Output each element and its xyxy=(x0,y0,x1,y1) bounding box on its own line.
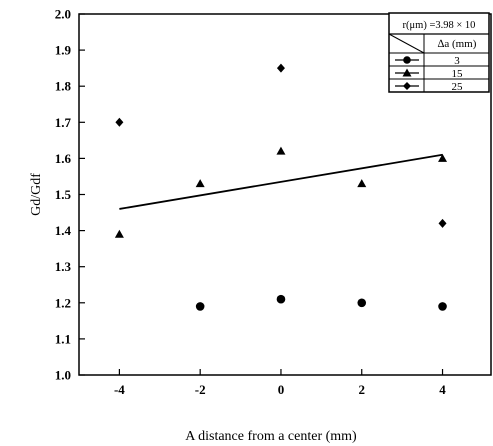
legend-entry-15: 15 xyxy=(452,68,464,80)
x-tick-label: 2 xyxy=(358,382,365,397)
trendline xyxy=(119,153,443,210)
data-point-circle-3 xyxy=(357,298,367,308)
y-tick-label: 1.1 xyxy=(55,331,71,346)
data-point-triangle-15 xyxy=(114,229,124,238)
data-point-circle-3 xyxy=(195,302,205,311)
data-point-triangle-15 xyxy=(357,179,367,188)
data-point-circle-3 xyxy=(276,294,286,304)
x-tick-label: -4 xyxy=(114,382,125,397)
data-point-diamond-25 xyxy=(438,218,447,228)
legend-entry-3: 3 xyxy=(454,55,460,67)
y-axis-label: Gd/Gdf xyxy=(29,173,44,216)
y-tick-label: 1.9 xyxy=(55,43,72,58)
y-tick-label: 1.3 xyxy=(55,259,72,274)
data-point-diamond-25 xyxy=(276,63,285,73)
y-tick-label: 1.4 xyxy=(55,223,72,238)
data-point-circle-3 xyxy=(438,302,447,311)
y-tick-label: 1.8 xyxy=(55,79,72,94)
data-point-triangle-15 xyxy=(195,179,205,188)
legend-marker-triangle xyxy=(395,68,419,77)
y-tick-label: 1.7 xyxy=(55,115,72,130)
x-tick-label: 0 xyxy=(278,382,285,397)
x-tick-label: -2 xyxy=(195,382,206,397)
legend: r(μm) =3.98 × 10 ∆a (mm) 3 15 25 xyxy=(388,12,490,93)
legend-entry-25: 25 xyxy=(452,81,464,93)
legend-marker-circle xyxy=(395,56,419,64)
y-tick-label: 1.6 xyxy=(55,151,72,166)
ticks: 1.0 1.1 1.2 1.3 1.4 1.5 1.6 1.7 1.8 1.9 2.0 -4 -2 0 2 4 xyxy=(55,7,447,398)
y-tick-label: 1.2 xyxy=(55,295,71,310)
data-point-diamond-25 xyxy=(115,117,124,127)
x-tick-label: 4 xyxy=(439,382,446,397)
legend-header: r(μm) =3.98 × 10 xyxy=(403,20,476,31)
legend-marker-diamond xyxy=(395,82,419,90)
data-point-triangle-15 xyxy=(276,146,286,155)
y-tick-label: 1.0 xyxy=(55,368,71,383)
data-marks xyxy=(114,63,448,311)
legend-diagonal xyxy=(388,33,425,54)
legend-column-label: ∆a (mm) xyxy=(438,38,477,50)
x-axis-label: A distance from a center (mm) xyxy=(185,429,357,444)
y-tick-label: 2.0 xyxy=(55,7,71,22)
data-point-triangle-15 xyxy=(438,153,448,162)
y-tick-label: 1.5 xyxy=(55,187,72,202)
